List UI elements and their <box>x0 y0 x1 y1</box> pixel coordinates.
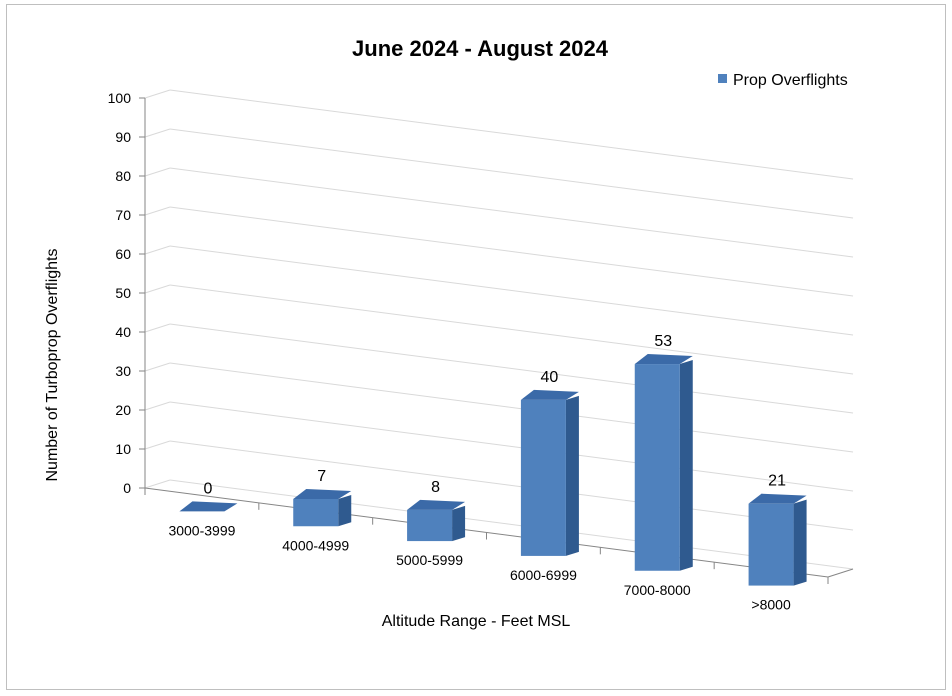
gridline <box>169 440 854 531</box>
bars <box>179 354 807 586</box>
gridline <box>169 479 854 570</box>
bar-front <box>293 498 339 527</box>
x-tick-label: 3000-3999 <box>168 522 235 538</box>
data-label: 53 <box>654 333 672 350</box>
axes <box>139 97 854 584</box>
legend-label: Prop Overflights <box>733 72 848 89</box>
data-label: 8 <box>431 479 440 496</box>
bar <box>634 354 693 571</box>
chart-title: June 2024 - August 2024 <box>352 36 609 61</box>
bar-side <box>452 505 466 542</box>
data-labels: 0 7 8 40 53 21 <box>203 333 786 497</box>
data-label: 0 <box>203 480 212 497</box>
y-tick-label: 70 <box>115 207 131 223</box>
bar-top <box>407 499 466 510</box>
y-tick-label: 60 <box>115 246 131 262</box>
gridline-side <box>144 284 171 294</box>
bar-front <box>520 399 566 556</box>
gridline <box>169 323 854 414</box>
legend-swatch <box>718 74 727 83</box>
gridline-side <box>144 89 171 99</box>
bar-front <box>748 503 794 586</box>
data-label: 21 <box>768 473 786 490</box>
gridline-side <box>144 479 171 489</box>
y-tick-label: 20 <box>115 402 131 418</box>
y-tick-labels: 0 10 20 30 40 50 60 70 80 90 100 <box>108 90 132 496</box>
bar-top <box>634 354 693 365</box>
gridline <box>169 401 854 492</box>
bar <box>520 389 579 556</box>
x-tick-label: 5000-5999 <box>396 552 463 568</box>
bar-side <box>793 499 807 586</box>
gridline <box>169 167 854 258</box>
gridline-side <box>144 128 171 138</box>
x-tick-labels: 3000-3999 4000-4999 5000-5999 6000-6999 7000… <box>168 522 791 612</box>
y-tick-label: 90 <box>115 129 131 145</box>
data-label: 7 <box>317 468 326 485</box>
gridline <box>169 284 854 375</box>
gridline <box>169 245 854 336</box>
y-tick-label: 10 <box>115 441 131 457</box>
x-tick-label: 7000-8000 <box>624 582 691 598</box>
gridline <box>169 206 854 297</box>
gridline-side <box>144 323 171 333</box>
bar <box>179 501 238 512</box>
y-tick-label: 40 <box>115 324 131 340</box>
bar-top <box>520 389 579 400</box>
x-tick-label: 4000-4999 <box>282 537 349 553</box>
y-tick-label: 100 <box>108 90 132 106</box>
gridline <box>169 89 854 180</box>
bar-front <box>407 509 453 542</box>
bar <box>293 488 352 527</box>
y-tick-label: 0 <box>123 480 131 496</box>
gridline-side <box>144 401 171 411</box>
bar-front <box>634 364 680 571</box>
gridline-side <box>144 245 171 255</box>
y-tick-label: 30 <box>115 363 131 379</box>
x-tick-label: >8000 <box>751 597 791 613</box>
x-axis-title: Altitude Range - Feet MSL <box>382 613 571 630</box>
bar-side <box>679 360 693 571</box>
y-axis-title: Number of Turboprop Overflights <box>44 249 61 482</box>
gridline-side <box>144 362 171 372</box>
bar <box>748 493 807 586</box>
gridline-side <box>144 167 171 177</box>
x-tick-label: 6000-6999 <box>510 567 577 583</box>
bar-top <box>179 501 238 512</box>
bar <box>407 499 466 542</box>
bar-side <box>565 395 579 556</box>
gridline <box>169 362 854 453</box>
floor-edge <box>827 568 854 578</box>
bar-side <box>338 494 352 527</box>
gridlines <box>144 89 854 570</box>
bar-top <box>293 488 352 499</box>
bar-top <box>748 493 807 504</box>
data-label: 40 <box>541 369 559 386</box>
gridline-side <box>144 440 171 450</box>
gridline-side <box>144 206 171 216</box>
legend: Prop Overflights <box>718 72 848 89</box>
y-tick-label: 50 <box>115 285 131 301</box>
y-tick-label: 80 <box>115 168 131 184</box>
gridline <box>169 128 854 219</box>
